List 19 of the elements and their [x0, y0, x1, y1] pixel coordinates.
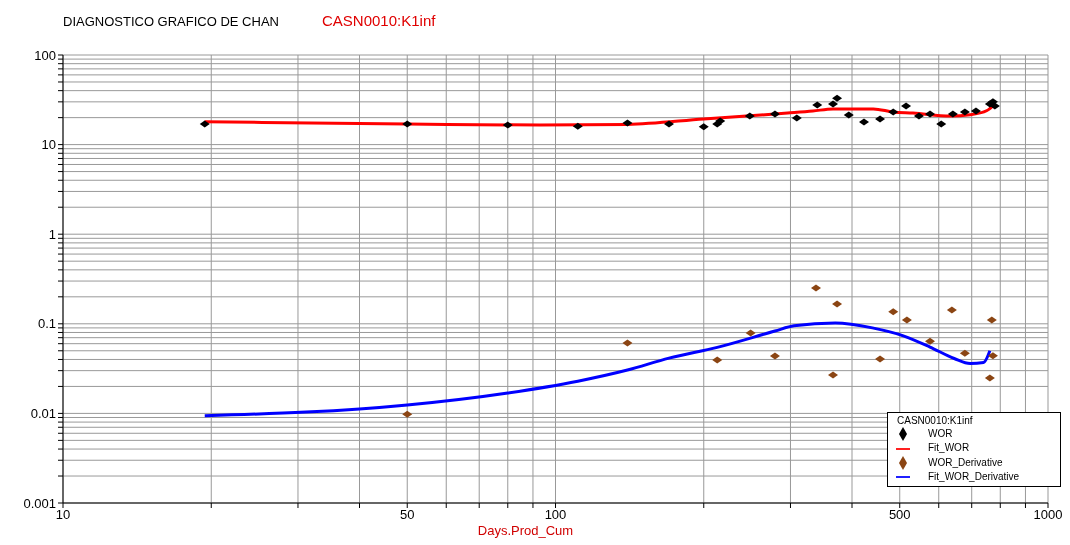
chart-subtitle: CASN0010:K1inf	[322, 12, 436, 29]
chart-title: DIAGNOSTICO GRAFICO DE CHAN	[63, 14, 279, 29]
y-tick-label: 0.01	[30, 406, 56, 422]
y-tick-label: 0.001	[23, 495, 56, 511]
y-tick-label: 100	[34, 47, 56, 63]
x-tick-label: 500	[888, 507, 911, 523]
x-tick-label: 1000	[1033, 507, 1063, 523]
legend-label: Fit_WOR_Derivative	[928, 471, 1020, 483]
x-axis-title: Days.Prod_Cum	[477, 523, 574, 538]
y-tick-label: 1	[48, 226, 56, 242]
legend-label: WOR	[928, 428, 953, 439]
x-tick-label: 100	[544, 507, 567, 523]
y-tick-label: 0.1	[37, 316, 56, 332]
legend-label: Fit_WOR	[928, 442, 970, 454]
x-tick-label: 10	[55, 507, 71, 523]
y-tick-label: 10	[41, 137, 56, 153]
legend-label: WOR_Derivative	[928, 456, 1003, 468]
x-tick-label: 50	[400, 507, 415, 523]
legend-title: CASN0010:K1inf	[897, 415, 973, 426]
